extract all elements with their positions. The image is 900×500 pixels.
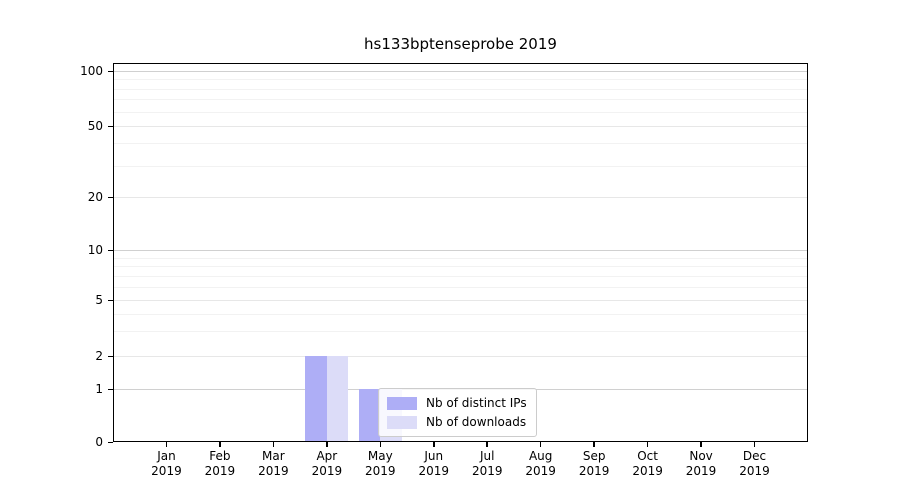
y-tick-label-5: 5	[95, 293, 103, 307]
plot-area	[113, 63, 808, 442]
x-tick-nov	[700, 442, 702, 447]
x-tick-label-jul: Jul 2019	[457, 449, 517, 479]
x-tick-year: 2019	[311, 464, 343, 478]
x-tick-month: Dec	[742, 449, 767, 463]
y-tick-10	[108, 249, 113, 251]
x-tick-dec	[753, 442, 756, 447]
gridline-100	[113, 71, 808, 72]
x-tick-month: Oct	[637, 449, 658, 463]
gridline-2	[113, 356, 808, 357]
bar-nb-of-distinct-ips-may	[358, 389, 381, 442]
x-tick-year: 2019	[418, 464, 450, 478]
x-tick-jul	[486, 442, 488, 447]
x-tick-jan	[165, 442, 168, 447]
legend-item-distinct-ips: Nb of distinct IPs	[387, 396, 527, 410]
y-tick-label-100: 100	[80, 64, 103, 78]
gridline-minor-9	[113, 257, 808, 259]
gridline-minor-6	[113, 286, 808, 288]
x-tick-month: Mar	[262, 449, 285, 463]
x-tick-year: 2019	[525, 464, 556, 478]
gridline-minor-8	[113, 266, 808, 268]
x-tick-label-aug: Aug 2019	[511, 449, 571, 479]
y-tick-label-1: 1	[95, 382, 103, 396]
gridline-minor-4	[113, 313, 808, 315]
x-tick-oct	[646, 442, 649, 447]
x-tick-apr	[326, 442, 328, 447]
gridline-minor-90	[113, 79, 808, 81]
x-tick-label-dec: Dec 2019	[725, 449, 785, 479]
gridline-minor-40	[113, 143, 808, 145]
y-tick-5	[108, 299, 113, 301]
x-tick-label-sep: Sep 2019	[564, 449, 624, 479]
x-tick-label-jun: Jun 2019	[404, 449, 464, 479]
x-tick-may	[379, 442, 382, 447]
gridline-5	[113, 300, 808, 301]
gridline-minor-60	[113, 111, 808, 113]
y-tick-label-0: 0	[95, 435, 103, 449]
bar-nb-of-downloads-apr	[326, 356, 349, 442]
x-tick-year: 2019	[204, 464, 236, 478]
x-tick-year: 2019	[151, 464, 182, 478]
legend: Nb of distinct IPs Nb of downloads	[378, 388, 537, 437]
x-tick-mar	[272, 442, 275, 447]
x-tick-month: Aug	[528, 449, 553, 463]
x-tick-feb	[219, 442, 221, 447]
y-tick-1	[108, 388, 113, 390]
x-tick-year: 2019	[739, 464, 770, 478]
x-tick-year: 2019	[632, 464, 663, 478]
x-tick-sep	[593, 442, 595, 447]
y-tick-0	[108, 441, 113, 443]
x-tick-month: Jan	[157, 449, 176, 463]
y-tick-2	[108, 355, 113, 357]
x-tick-label-oct: Oct 2019	[618, 449, 678, 479]
x-tick-label-jan: Jan 2019	[136, 449, 196, 479]
x-tick-month: Feb	[209, 449, 231, 463]
y-tick-label-20: 20	[87, 190, 103, 204]
x-tick-month: May	[367, 449, 393, 463]
bar-nb-of-distinct-ips-apr	[305, 356, 327, 442]
legend-swatch-distinct-ips	[387, 396, 417, 410]
x-tick-year: 2019	[578, 464, 610, 478]
gridline-10	[113, 250, 808, 251]
x-tick-aug	[539, 442, 542, 447]
y-tick-label-2: 2	[95, 349, 103, 363]
y-tick-50	[108, 125, 113, 127]
gridline-50	[113, 126, 808, 127]
x-tick-year: 2019	[365, 464, 396, 478]
gridline-minor-30	[113, 165, 808, 167]
legend-label-distinct-ips: Nb of distinct IPs	[426, 396, 527, 410]
y-tick-20	[108, 196, 113, 198]
x-tick-label-nov: Nov 2019	[671, 449, 731, 479]
y-tick-label-10: 10	[87, 243, 103, 257]
x-tick-year: 2019	[685, 464, 717, 478]
x-tick-month: Jul	[479, 449, 495, 463]
legend-item-downloads: Nb of downloads	[387, 415, 527, 429]
x-tick-month: Jun	[424, 449, 444, 463]
legend-label-downloads: Nb of downloads	[426, 415, 527, 429]
x-tick-label-feb: Feb 2019	[190, 449, 250, 479]
gridline-minor-3	[113, 331, 808, 333]
gridline-minor-70	[113, 99, 808, 101]
x-tick-year: 2019	[258, 464, 289, 478]
gridline-minor-80	[113, 88, 808, 90]
gridline-20	[113, 197, 808, 198]
chart-title: hs133bptenseprobe 2019	[364, 35, 557, 53]
gridline-minor-7	[113, 275, 808, 277]
x-tick-month: Apr	[316, 449, 338, 463]
x-tick-label-may: May 2019	[350, 449, 410, 479]
x-tick-label-mar: Mar 2019	[243, 449, 303, 479]
x-tick-month: Nov	[689, 449, 713, 463]
y-tick-100	[108, 70, 113, 72]
legend-swatch-downloads	[387, 415, 417, 429]
x-tick-jun	[433, 442, 435, 447]
x-tick-year: 2019	[471, 464, 503, 478]
y-tick-label-50: 50	[87, 119, 103, 133]
x-tick-label-apr: Apr 2019	[297, 449, 357, 479]
x-tick-month: Sep	[582, 449, 606, 463]
